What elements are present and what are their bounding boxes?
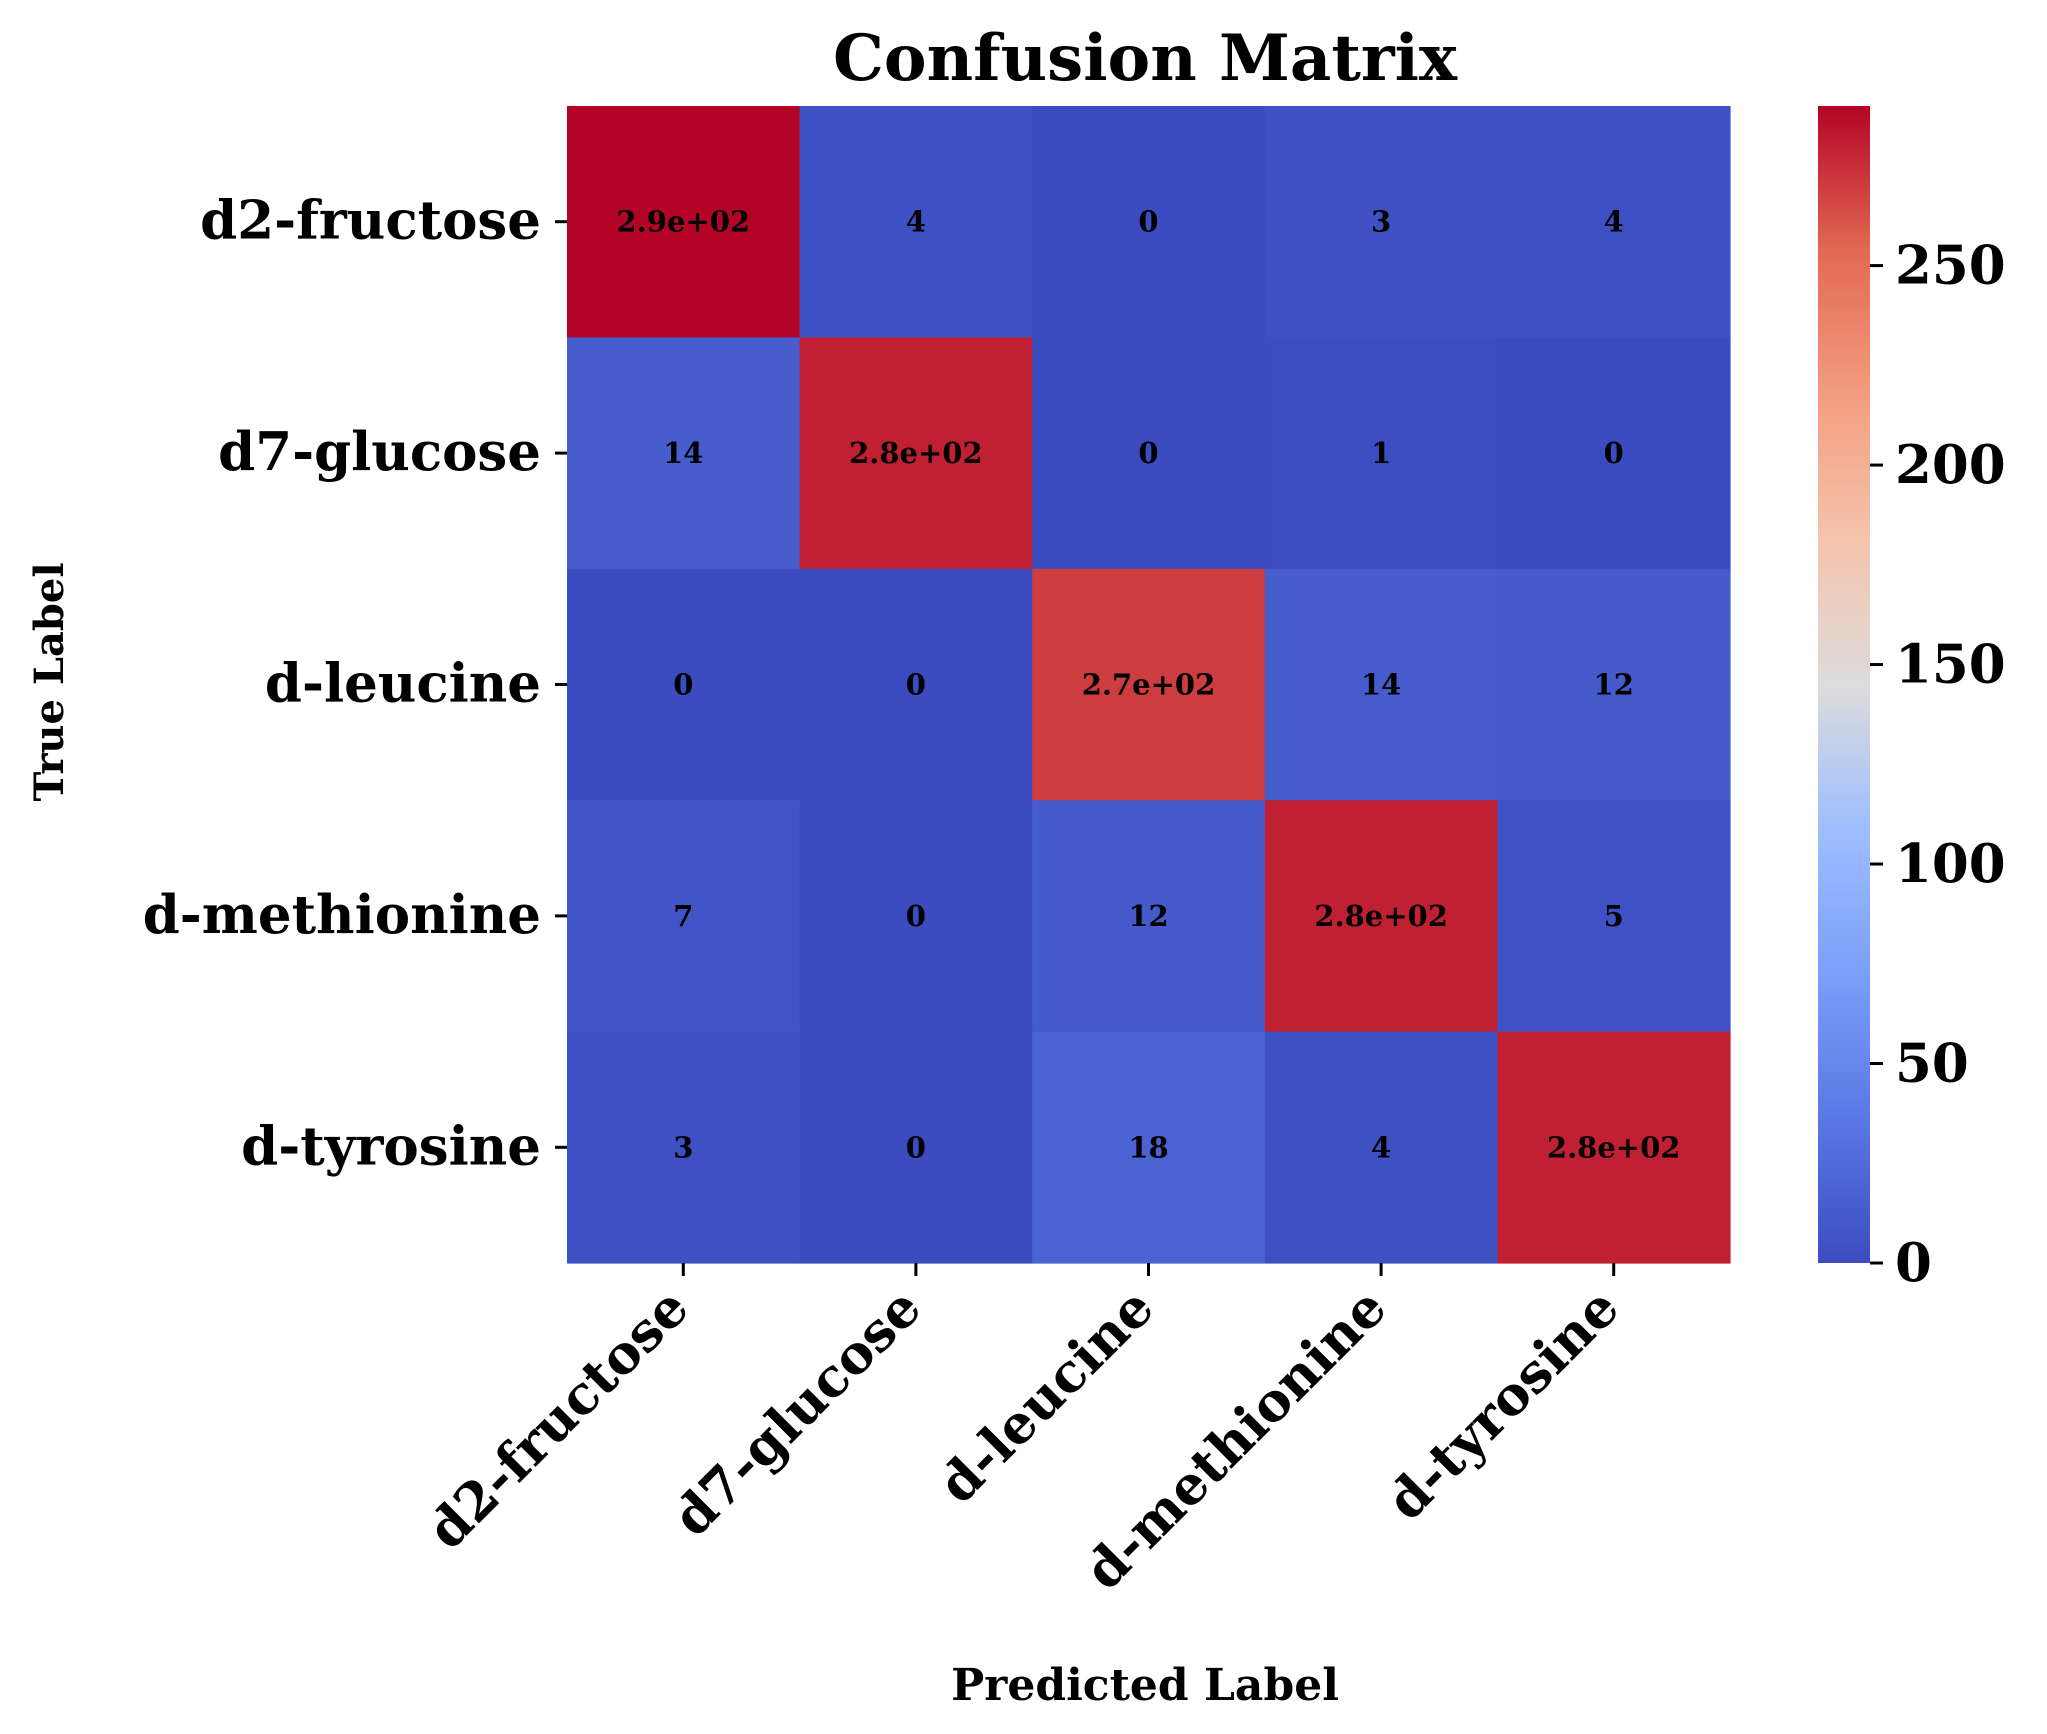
heatmap-cell <box>567 337 801 570</box>
heatmap-cell <box>799 568 1033 801</box>
chart-title: Confusion Matrix <box>833 21 1458 96</box>
heatmap-cell <box>567 568 801 801</box>
y-tick-label: d7-glucose <box>218 421 541 483</box>
y-tick-label: d-leucine <box>265 653 541 715</box>
cell-value-label: 3 <box>673 1130 693 1164</box>
heatmap-cell <box>1264 1031 1498 1264</box>
colorbar <box>1818 106 1870 1263</box>
colorbar-tick-label: 0 <box>1895 1232 1932 1294</box>
heatmap-cells: 2.9e+02 4 0 3 4 14 2.8e+02 0 1 0 0 0 2.7e+02 14 12 7 0 12… <box>567 106 1731 1264</box>
cell-value-label: 4 <box>1604 205 1624 239</box>
heatmap-cell <box>1264 337 1498 570</box>
colorbar-tick-label: 100 <box>1895 833 2006 895</box>
cell-value-label: 0 <box>906 668 926 702</box>
heatmap-cell <box>1032 800 1266 1033</box>
heatmap-cell <box>799 1031 1033 1264</box>
cell-value-label: 0 <box>1138 205 1158 239</box>
cell-value-label: 4 <box>1371 1130 1391 1164</box>
x-tick-label: d-tyrosine <box>1375 1276 1631 1532</box>
heatmap-cell <box>1032 568 1266 801</box>
y-tick-label: d-methionine <box>143 884 541 946</box>
heatmap-cell <box>799 337 1033 570</box>
cell-value-label: 2.9e+02 <box>617 205 751 239</box>
x-tick-label: d7-glucose <box>661 1276 933 1548</box>
cell-value-label: 4 <box>906 205 926 239</box>
colorbar-ticks: 0 50 100 150 200 250 <box>1870 235 2006 1294</box>
cell-value-label: 14 <box>663 436 703 470</box>
cell-value-label: 0 <box>673 668 693 702</box>
colorbar-tick-label: 250 <box>1895 235 2006 297</box>
heatmap-cell <box>799 106 1033 338</box>
heatmap-cell <box>567 800 801 1033</box>
x-tick-label: d2-fructose <box>416 1276 701 1561</box>
x-tick-label: d-leucine <box>927 1276 1166 1515</box>
heatmap-cell <box>1032 337 1266 570</box>
cell-value-label: 18 <box>1128 1130 1168 1164</box>
cell-value-label: 14 <box>1361 668 1401 702</box>
colorbar-tick-label: 50 <box>1895 1033 1969 1095</box>
cell-value-label: 3 <box>1371 205 1391 239</box>
heatmap-cell <box>1032 106 1266 338</box>
heatmap-cell <box>1497 1031 1731 1264</box>
heatmap-cell <box>799 800 1033 1033</box>
colorbar-tick-label: 200 <box>1895 434 2006 496</box>
colorbar-tick-label: 150 <box>1895 634 2006 696</box>
cell-value-label: 0 <box>906 899 926 933</box>
cell-value-label: 0 <box>1604 436 1624 470</box>
cell-value-label: 2.8e+02 <box>1314 899 1448 933</box>
cell-value-label: 2.8e+02 <box>849 436 983 470</box>
cell-value-label: 1 <box>1371 436 1391 470</box>
heatmap-cell <box>1264 800 1498 1033</box>
cell-value-label: 12 <box>1128 899 1168 933</box>
heatmap-cell <box>1497 106 1731 338</box>
heatmap-cell <box>1032 1031 1266 1264</box>
cell-value-label: 5 <box>1604 899 1624 933</box>
y-tick-label: d-tyrosine <box>241 1115 541 1177</box>
heatmap-cell <box>1264 106 1498 338</box>
cell-value-label: 0 <box>906 1130 926 1164</box>
heatmap-cell <box>1497 337 1731 570</box>
heatmap-cell <box>1497 568 1731 801</box>
cell-value-label: 12 <box>1594 668 1634 702</box>
y-axis-label: True Label <box>26 562 73 801</box>
cell-value-label: 7 <box>673 899 693 933</box>
cell-value-label: 2.8e+02 <box>1547 1130 1681 1164</box>
y-tick-label: d2-fructose <box>200 190 541 252</box>
heatmap-cell <box>567 1031 801 1264</box>
cell-value-label: 0 <box>1138 436 1158 470</box>
x-axis-label: Predicted Label <box>951 1660 1339 1711</box>
heatmap-cell <box>1264 568 1498 801</box>
y-tick-labels: d2-fructose d7-glucose d-leucine d-methioni… <box>143 190 567 1177</box>
x-tick-labels: d2-fructosed7-glucosed-leucined-methioni… <box>416 1263 1631 1602</box>
cell-value-label: 2.7e+02 <box>1082 668 1216 702</box>
heatmap-cell <box>1497 800 1731 1033</box>
heatmap-cell <box>567 106 801 338</box>
